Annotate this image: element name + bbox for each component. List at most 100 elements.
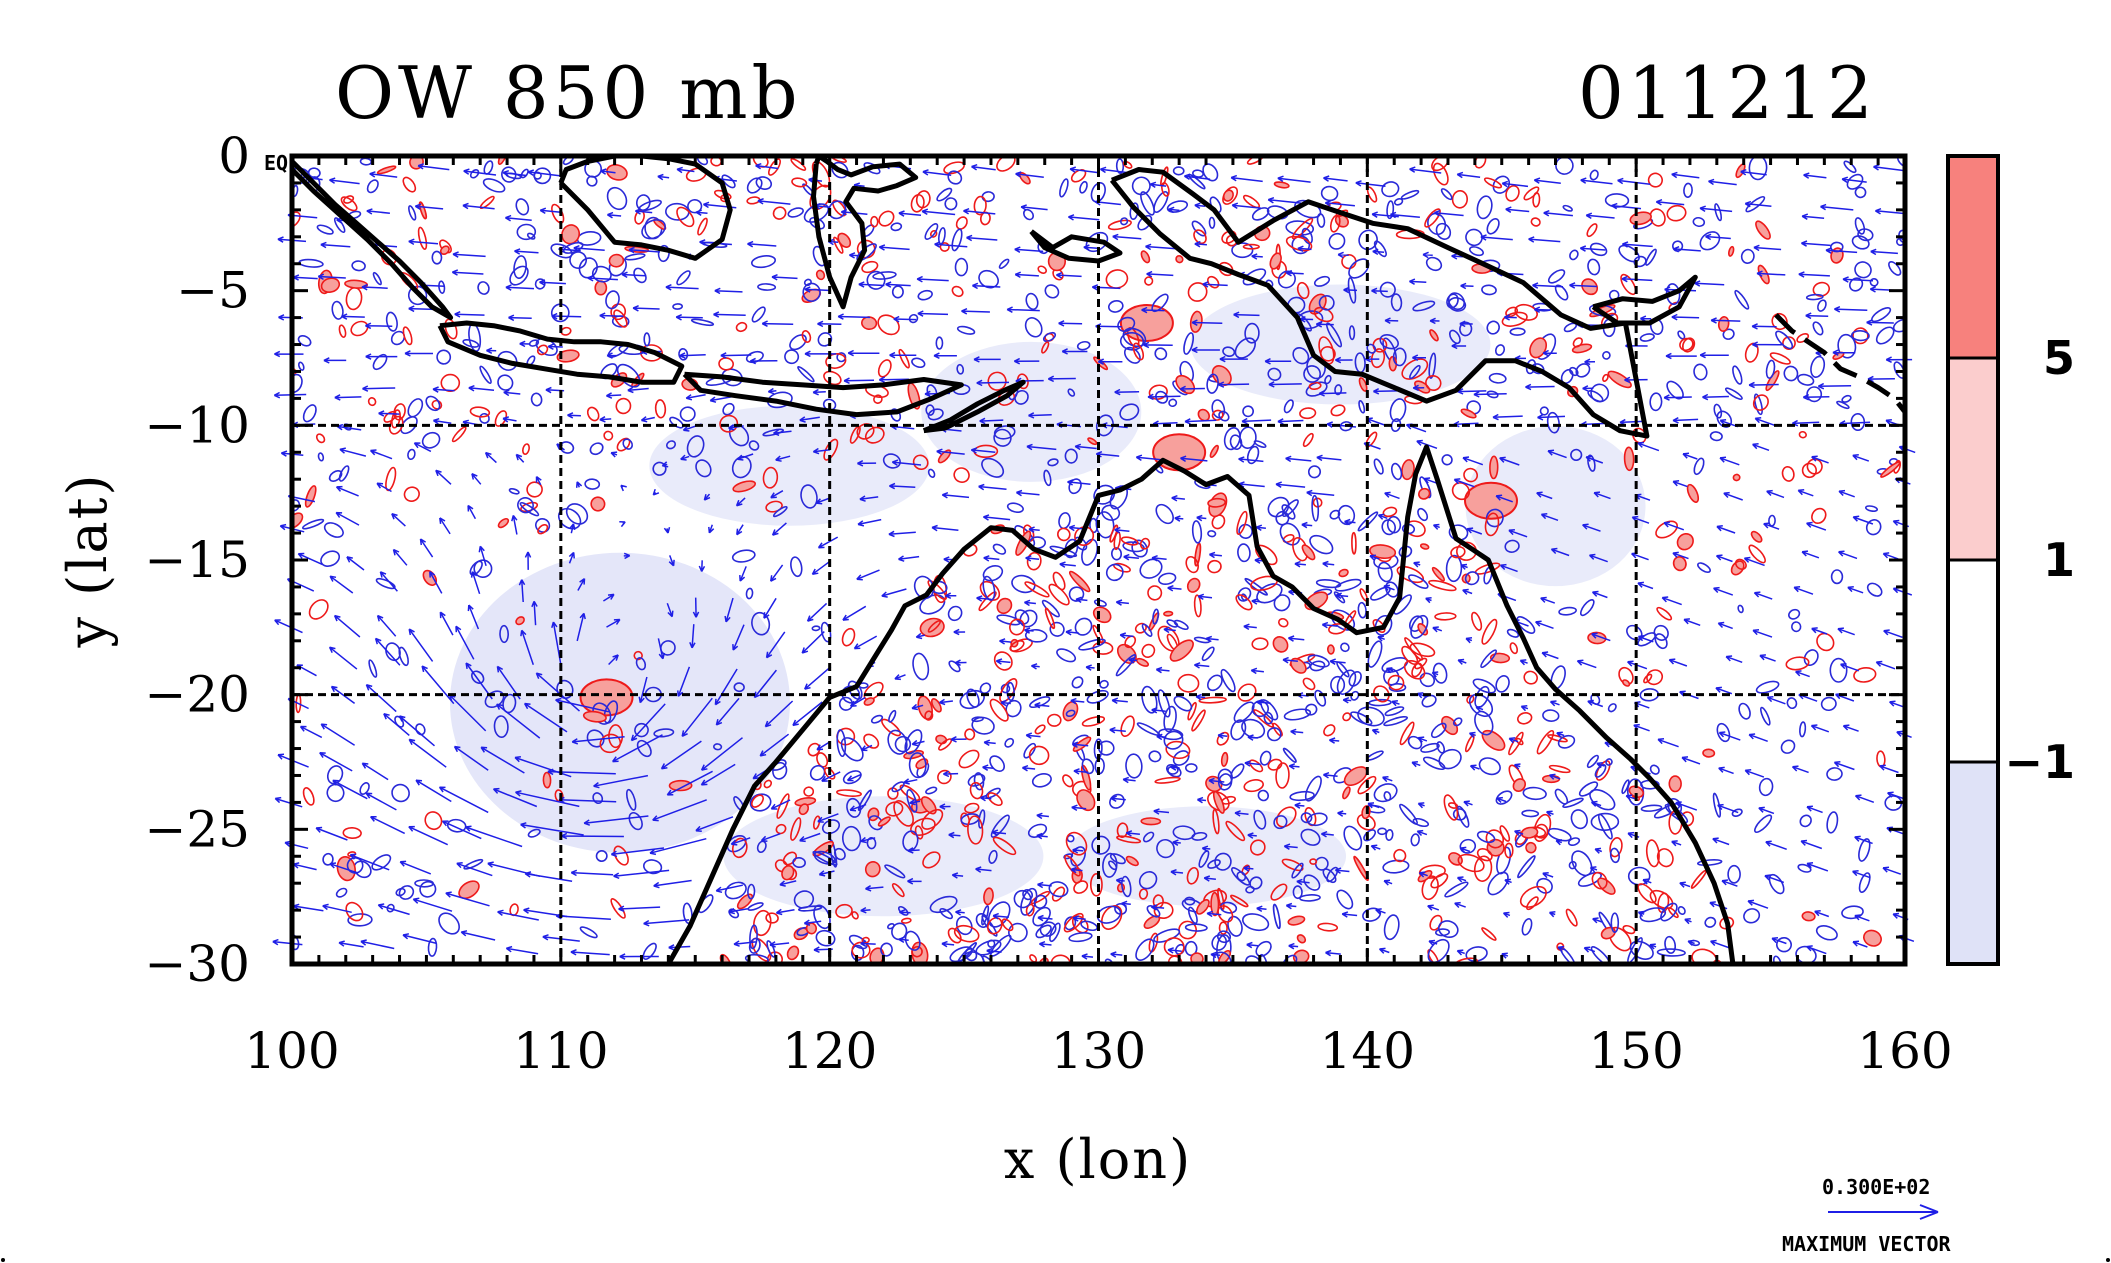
wind-vector	[361, 283, 388, 291]
wind-vector	[931, 524, 959, 532]
y-tick-labels: 0−5−10−15−20−25−30	[144, 127, 250, 993]
wind-vector	[524, 871, 573, 883]
positive-ow-contour	[1317, 922, 1339, 932]
wind-vector	[1759, 654, 1776, 662]
wind-vector	[453, 745, 489, 771]
wind-vector	[575, 481, 583, 488]
wind-vector	[1838, 489, 1855, 498]
wind-vector	[677, 666, 691, 697]
wind-vector	[1297, 245, 1312, 253]
positive-ow-contour	[1301, 544, 1316, 561]
wind-vector	[1321, 621, 1338, 629]
wind-vector	[1550, 547, 1570, 557]
negative-ow-contour	[944, 197, 958, 211]
positive-ow-contour	[417, 226, 428, 250]
wind-vector	[859, 495, 879, 502]
negative-ow-contour	[1660, 902, 1678, 922]
negative-ow-contour	[625, 788, 637, 811]
negative-ow-contour	[1039, 921, 1057, 937]
negative-ow-contour	[1117, 316, 1136, 333]
negative-ow-contour	[1125, 753, 1143, 779]
negative-ow-area	[649, 405, 930, 526]
negative-ow-contour	[1283, 708, 1312, 721]
positive-ow-contour	[1643, 673, 1653, 684]
wind-vector	[1290, 728, 1304, 736]
negative-ow-contour	[1267, 496, 1290, 518]
negative-ow-contour	[1229, 434, 1243, 451]
negative-ow-contour	[477, 281, 490, 295]
wind-vector	[1277, 418, 1304, 425]
wind-vector	[1315, 321, 1334, 328]
positive-ow-contour	[1109, 524, 1119, 543]
positive-ow-contour	[1732, 473, 1741, 482]
wind-vector	[847, 349, 880, 357]
wind-vectors	[272, 162, 1916, 960]
positive-ow-contour	[1249, 839, 1266, 856]
negative-ow-contour	[1043, 469, 1052, 487]
wind-vector	[1151, 706, 1166, 714]
wind-vector	[1801, 550, 1820, 559]
wind-vector	[953, 628, 966, 636]
wind-vector	[898, 555, 920, 562]
map-plot-area	[272, 153, 1916, 967]
negative-ow-contour	[1435, 222, 1452, 240]
wind-vector	[1723, 491, 1743, 501]
negative-ow-contour	[1357, 511, 1379, 532]
negative-ow-contour	[967, 773, 986, 787]
wind-vector	[1801, 240, 1831, 247]
wind-vector	[1752, 443, 1770, 452]
wind-vector	[480, 746, 525, 774]
wind-vector	[975, 866, 992, 873]
negative-ow-contour	[749, 924, 758, 950]
negative-ow-contour	[1570, 448, 1583, 461]
wind-vector	[936, 448, 965, 456]
wind-vector	[1592, 917, 1603, 924]
wind-vector	[1385, 667, 1394, 674]
negative-ow-contour	[1102, 852, 1118, 878]
negative-ow-contour	[1067, 388, 1076, 397]
positive-ow-contour	[1565, 908, 1578, 927]
positive-ow-contour	[967, 815, 984, 845]
wind-vector	[1285, 455, 1312, 463]
negative-ow-contour	[1291, 862, 1304, 879]
wind-vector	[1718, 731, 1741, 741]
positive-ow-contour	[1225, 820, 1246, 842]
negative-ow-contour	[1758, 777, 1774, 797]
wind-vector	[515, 453, 525, 463]
wind-vector	[649, 837, 707, 856]
wind-vector	[1495, 494, 1513, 503]
negative-ow-contour	[1740, 248, 1755, 264]
wind-vector	[531, 600, 538, 626]
positive-ow-contour	[1047, 713, 1062, 727]
positive-ow-contour	[1243, 779, 1264, 793]
wind-vector	[1218, 381, 1250, 388]
negative-ow-contour	[1554, 284, 1569, 301]
wind-vector	[621, 271, 646, 279]
wind-vector	[274, 796, 303, 808]
positive-ow-contour	[1140, 817, 1162, 826]
positive-ow-contour	[1414, 657, 1428, 670]
negative-ow-contour	[1307, 465, 1322, 479]
wind-vector	[338, 940, 364, 948]
wind-vector	[769, 564, 784, 582]
wind-vector	[983, 739, 996, 747]
negative-ow-contour	[1292, 347, 1310, 365]
positive-ow-contour	[1421, 875, 1439, 901]
negative-ow-contour	[1854, 217, 1866, 235]
positive-ow-contour	[1120, 715, 1135, 738]
wind-vector	[606, 352, 617, 359]
wind-vector	[1149, 181, 1167, 189]
wind-vector	[815, 497, 831, 505]
negative-ow-contour	[359, 782, 370, 795]
positive-ow-contour	[996, 597, 1013, 615]
wind-vector	[1547, 449, 1567, 459]
negative-ow-contour	[1006, 681, 1015, 702]
negative-ow-contour	[1440, 188, 1453, 201]
wind-vector	[1502, 911, 1511, 918]
negative-ow-contour	[1334, 384, 1343, 396]
positive-ow-contour	[1414, 380, 1431, 394]
wind-vector	[1671, 840, 1682, 847]
wind-vector	[1202, 281, 1228, 288]
negative-ow-contour	[1865, 519, 1882, 536]
wind-vector	[885, 281, 911, 288]
